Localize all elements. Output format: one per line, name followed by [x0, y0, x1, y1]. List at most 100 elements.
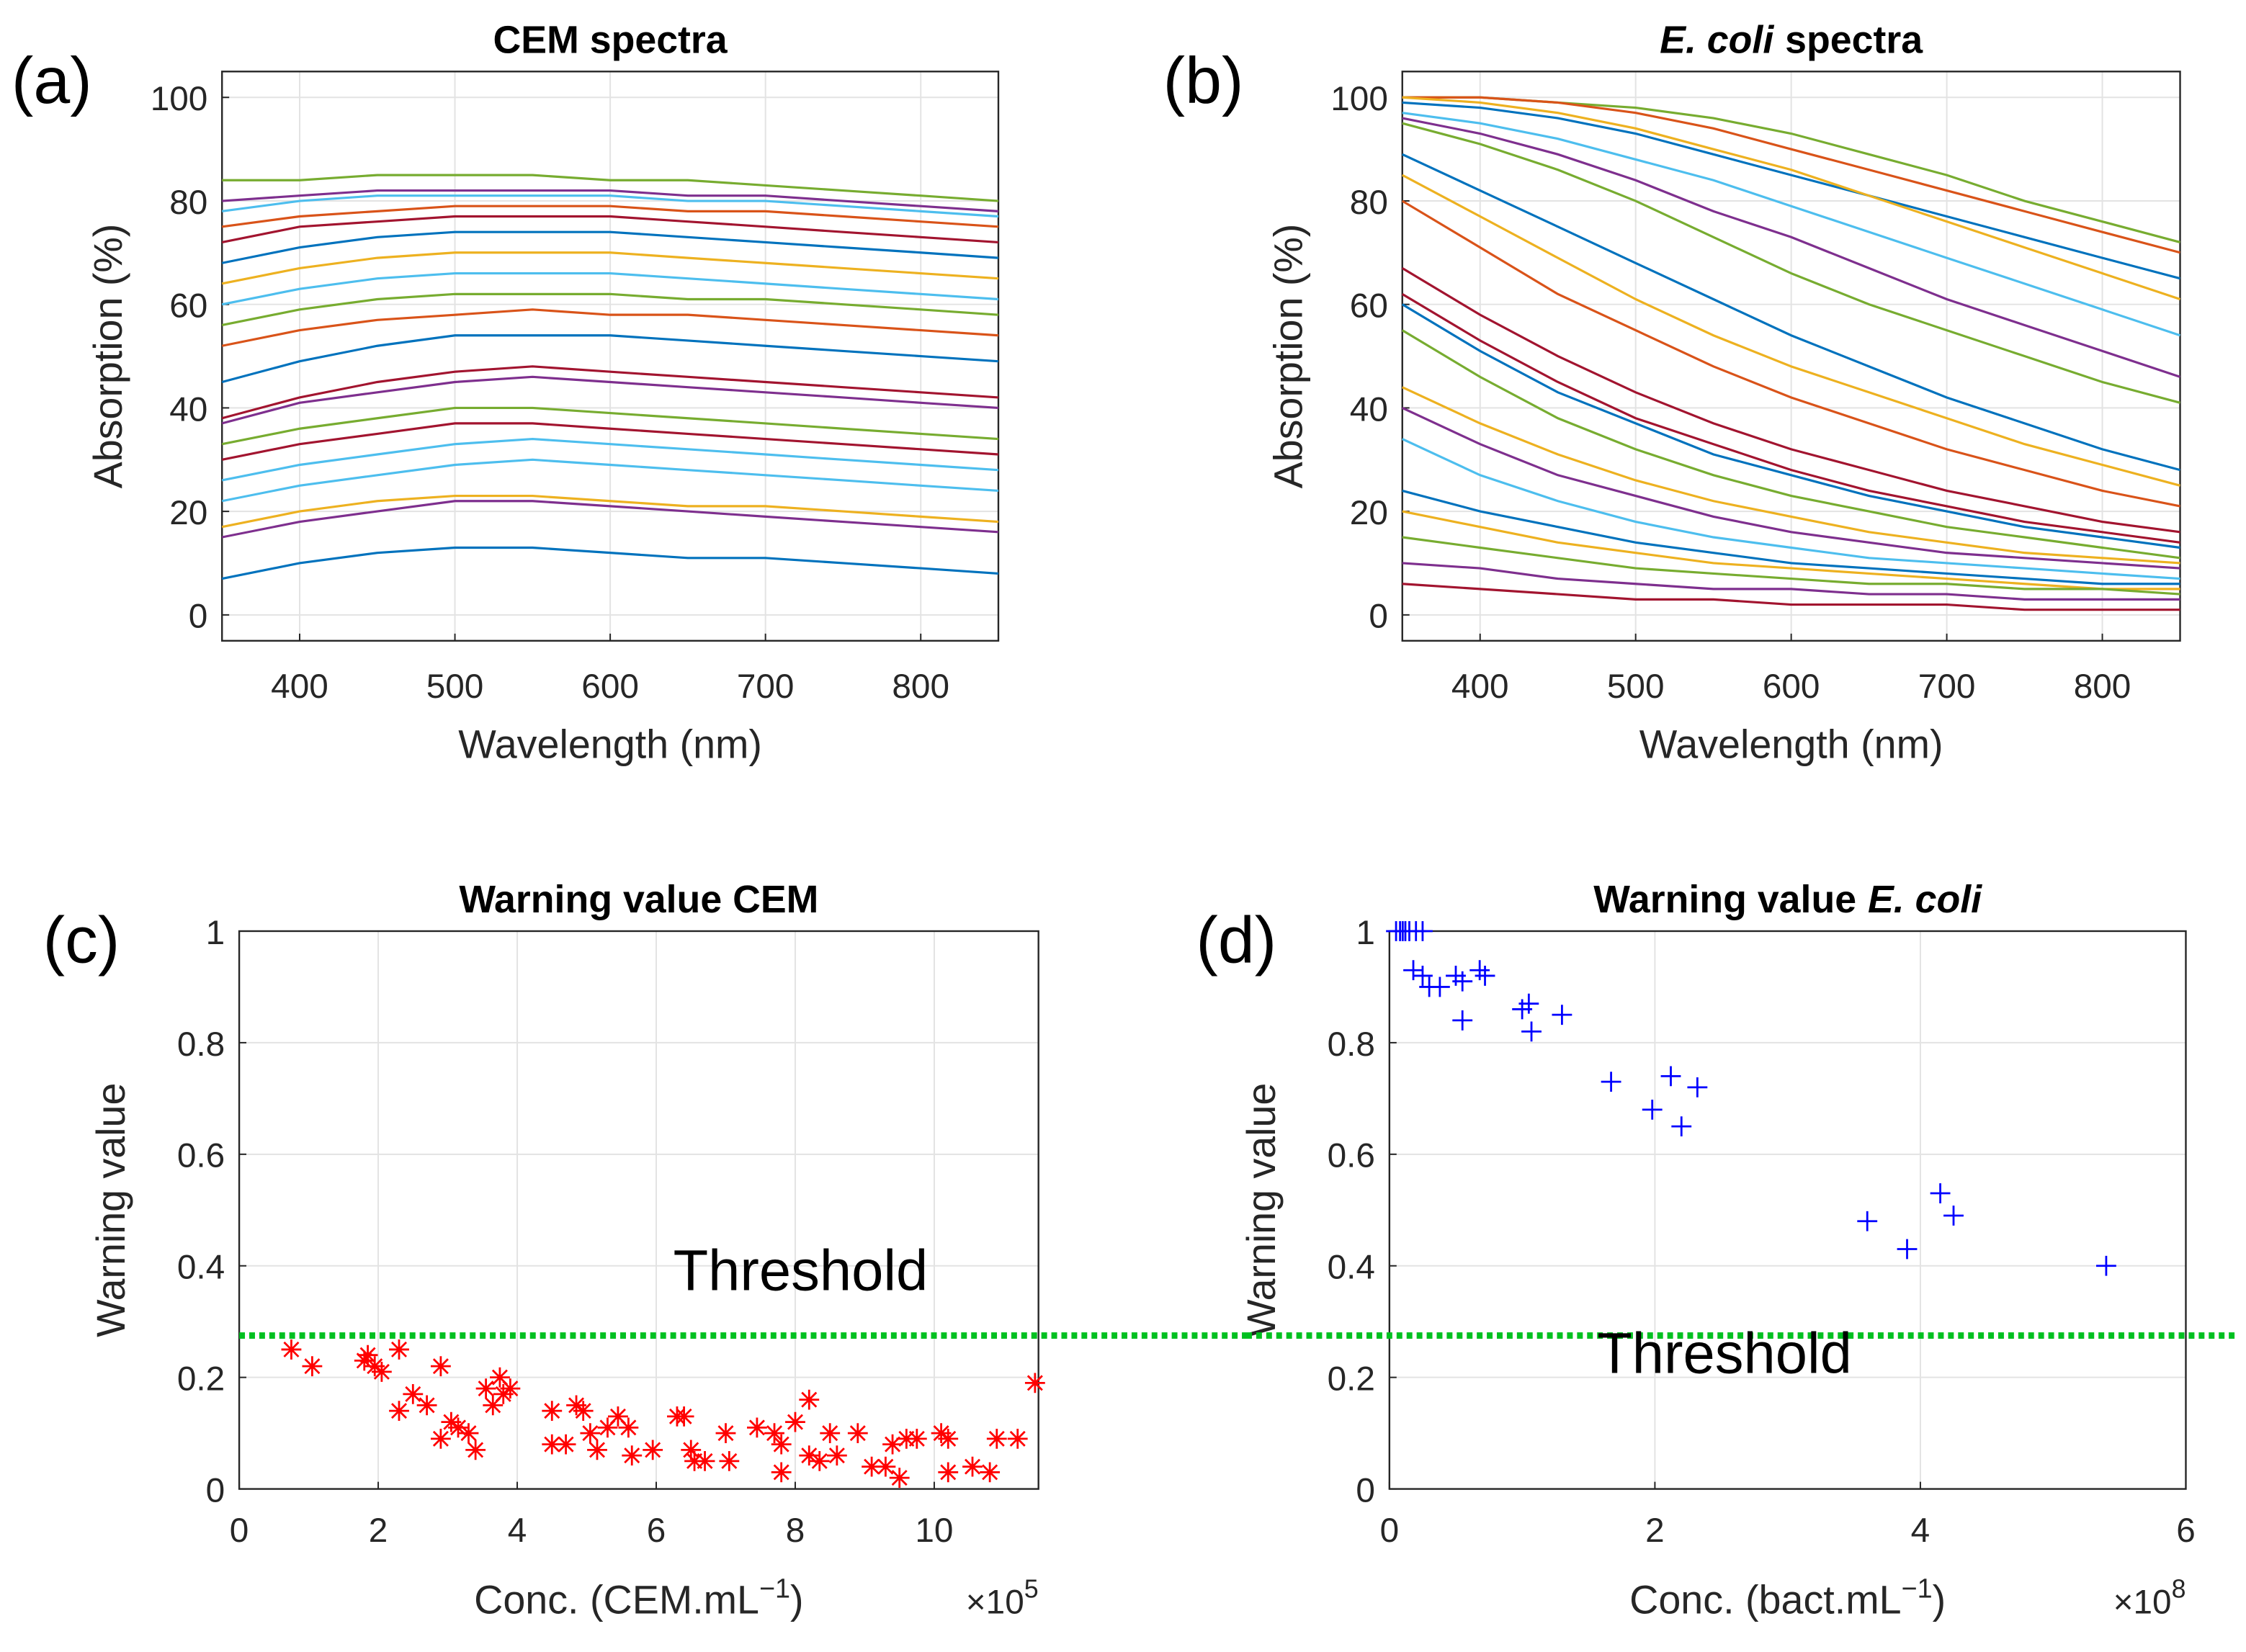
spectrum-line [221, 437, 999, 482]
data-point [597, 1417, 618, 1438]
data-point [1518, 993, 1539, 1014]
data-point [980, 1462, 1001, 1483]
data-point [862, 1456, 882, 1477]
y-axis-label: Absorption (%) [86, 224, 130, 489]
data-point [448, 1417, 468, 1438]
data-point [458, 1423, 479, 1444]
spectrum-line [1401, 329, 2180, 560]
data-point [684, 1450, 704, 1471]
spectrum-line [1402, 438, 2180, 580]
data-point [580, 1423, 601, 1444]
data-point [430, 1428, 451, 1449]
data-point [1403, 960, 1423, 981]
spectrum-line [221, 251, 999, 285]
data-point [809, 1450, 830, 1471]
x-label-main: Wavelength (nm) [1639, 722, 1943, 767]
x-tick-label: 2 [369, 1512, 388, 1550]
data-point [416, 1395, 437, 1416]
data-point [1897, 1239, 1918, 1260]
x-axis-label: Wavelength (nm) [1639, 722, 1943, 767]
spectrum-line [1402, 174, 2180, 487]
y-axis-label: Absorption (%) [1266, 224, 1311, 489]
data-point [674, 1406, 694, 1427]
data-point [771, 1434, 792, 1455]
panel-label: (b) [1163, 44, 1244, 117]
spectrum-line [1402, 117, 2181, 378]
spectrum-line [1402, 510, 2180, 591]
data-point [587, 1440, 607, 1460]
x-multiplier: ×108 [2113, 1575, 2186, 1622]
data-point [483, 1395, 504, 1416]
x-axis-label: Wavelength (nm) [458, 722, 762, 767]
spectrum-line [222, 205, 999, 228]
data-point [555, 1434, 576, 1455]
spectrum-line [1401, 267, 2180, 534]
title-part: Warning value [1593, 878, 1856, 921]
data-point [681, 1440, 702, 1460]
data-point [771, 1462, 792, 1483]
spectrum-line [222, 174, 999, 202]
y-tick-label: 80 [1350, 184, 1388, 222]
spectrum-line [1402, 96, 2180, 254]
data-point [1521, 1021, 1542, 1042]
x-multiplier-exp: 8 [2172, 1575, 2186, 1604]
y-tick-label: 100 [151, 80, 208, 118]
x-tick-label: 2 [1645, 1512, 1665, 1550]
data-point [1671, 1116, 1692, 1136]
plot-frame [1388, 930, 2187, 1490]
x-tick-label: 500 [426, 668, 484, 706]
y-axis-label: Warning value [1239, 1083, 1284, 1337]
x-axis-label: Conc. (CEM.mL−1) [474, 1574, 803, 1622]
data-point [2096, 1255, 2116, 1276]
x-axis-label: Conc. (bact.mL−1) [1629, 1574, 1946, 1622]
x-tick-label: 700 [1918, 668, 1976, 706]
data-point [962, 1456, 983, 1477]
data-point [847, 1423, 868, 1444]
data-point [820, 1423, 841, 1444]
spectrum-line [221, 458, 999, 503]
y-tick-label: 0.6 [1328, 1137, 1375, 1175]
y-tick-label: 60 [1350, 287, 1388, 326]
x-label-sup: −1 [1902, 1574, 1933, 1604]
data-point [1930, 1183, 1951, 1203]
data-point [430, 1356, 451, 1377]
x-tick-label: 700 [737, 668, 795, 706]
data-point [799, 1389, 820, 1410]
plot-frame [221, 71, 1000, 642]
data-point [1007, 1428, 1028, 1449]
data-point [1429, 977, 1450, 997]
data-point [785, 1411, 805, 1432]
spectrum-line [221, 495, 999, 529]
spectrum-line [1402, 562, 2180, 601]
data-point [542, 1434, 563, 1455]
x-tick-label: 500 [1607, 668, 1665, 706]
title-part: E. coli [1660, 19, 1774, 62]
data-point [403, 1383, 424, 1404]
y-tick-label: 100 [1330, 80, 1388, 118]
spectrum-line [1402, 101, 2180, 280]
title-part: E. coli [1868, 878, 1982, 921]
data-point [281, 1339, 302, 1360]
data-point [489, 1367, 510, 1388]
data-point [302, 1356, 323, 1377]
spectrum-line [1402, 153, 2180, 472]
data-point [622, 1445, 643, 1466]
spectrum-line [221, 334, 999, 384]
plot-area [239, 930, 1039, 1489]
y-tick-label: 40 [169, 390, 207, 428]
x-tick-label: 0 [1380, 1512, 1400, 1550]
data-point [746, 1417, 767, 1438]
spectrum-line [1402, 583, 2180, 611]
y-tick-label: 1 [1356, 914, 1375, 952]
y-tick-label: 40 [1350, 390, 1388, 428]
plot-frame [238, 930, 1039, 1490]
spectrum-line [1401, 199, 2180, 508]
data-point [1413, 966, 1433, 986]
spectrum-line [221, 308, 999, 347]
data-point [1469, 960, 1490, 981]
x-tick-label: 4 [1911, 1512, 1930, 1550]
data-point [1413, 921, 1433, 941]
y-tick-label: 0.8 [177, 1025, 225, 1064]
